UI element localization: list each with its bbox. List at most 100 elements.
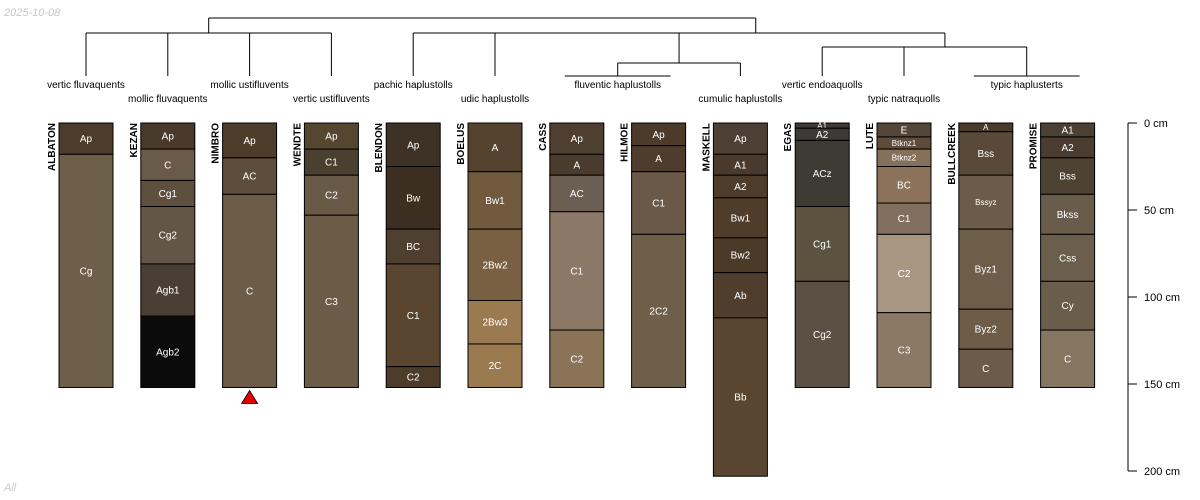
taxon-label: mollic ustifluvents (210, 80, 288, 91)
horizon-css (1040, 233, 1096, 282)
horizon-label: Ap (243, 136, 256, 147)
soil-profiles: ALBATON Ap Cg KEZAN Ap C Cg1 Cg2 Agb1 Agb2 NIMBRO A… (47, 121, 1096, 477)
horizon-label: 2C2 (649, 306, 668, 317)
horizon-bss (1040, 157, 1096, 195)
horizon-c3 (876, 312, 932, 388)
horizon-label: Cy (1061, 301, 1073, 312)
horizon-ap (222, 122, 278, 159)
profile-lute: LUTE E Btknz1 Btknz2 BC C1 C2 C3 (865, 122, 932, 388)
date-stamp: 2025-10-08 (4, 7, 61, 19)
horizon-a (631, 145, 687, 173)
horizon-label: A2 (1061, 143, 1074, 154)
horizon-label: A (492, 143, 499, 154)
taxon-label: udic haplustolls (461, 94, 529, 105)
profile-boelus: BOELUS A Bw1 2Bw2 2Bw3 2C (456, 122, 523, 388)
horizon-c2 (876, 233, 932, 314)
horizon-label: Byz2 (975, 325, 998, 336)
horizon-agb1 (140, 263, 196, 317)
horizon-2bw3 (467, 299, 523, 345)
profile-name-label: BLENDON (374, 123, 385, 172)
profile-bullcreek: BULLCREEK A Bss Bssyz Byz1 Byz2 C (947, 122, 1014, 388)
profile-name-label: MASKELL (701, 123, 712, 171)
horizon-label: A (573, 160, 580, 171)
horizon-byz1 (958, 228, 1014, 310)
horizon-a (467, 122, 523, 173)
horizon-c (1040, 329, 1096, 388)
horizon-c1 (549, 211, 605, 331)
horizon-cy (1040, 280, 1096, 331)
horizon-bw1 (712, 197, 768, 239)
horizon-2bw2 (467, 228, 523, 301)
horizon-label: ACz (813, 169, 832, 180)
horizon-label: Ap (80, 134, 93, 145)
horizon-label: Bw2 (731, 251, 751, 262)
horizon-cg (58, 153, 114, 388)
horizon-c2 (303, 174, 359, 216)
horizon-label: BC (897, 180, 911, 191)
horizon-bw (385, 166, 441, 230)
profile-name-label: NIMBRO (211, 123, 222, 164)
horizon-c1 (303, 148, 359, 176)
profile-cass: CASS Ap A AC C1 C2 (538, 122, 605, 388)
horizon-label: C1 (325, 158, 338, 169)
axis-tick-label: 50 cm (1144, 205, 1174, 217)
horizon-label: Bkss (1057, 210, 1079, 221)
horizon-label: C (1064, 354, 1071, 365)
profile-wendte: WENDTE Ap C1 C2 C3 (292, 122, 359, 388)
taxon-label: typic natraquolls (868, 94, 940, 105)
horizon-label: 2Bw3 (482, 318, 507, 329)
horizon-label: Agb2 (156, 347, 180, 358)
horizon-label: Agb1 (156, 286, 180, 297)
horizon-label: Bw (406, 193, 421, 204)
horizon-label: Ap (652, 130, 665, 141)
horizon-cg1 (140, 179, 196, 208)
horizon-c3 (303, 214, 359, 388)
horizon-label: 2C (489, 361, 502, 372)
horizon-label: C2 (570, 354, 583, 365)
taxon-label: pachic haplustolls (374, 80, 453, 91)
taxon-label: cumulic haplustolls (698, 94, 782, 105)
horizon-2c2 (631, 233, 687, 388)
horizon-label: A (983, 123, 989, 132)
profile-name-label: LUTE (865, 123, 876, 149)
horizon-label: C3 (898, 346, 911, 357)
profile-name-label: HILMOE (620, 123, 631, 162)
horizon-c (222, 193, 278, 388)
horizon-acz (794, 139, 850, 208)
horizon-2c (467, 343, 523, 388)
horizon-label: C2 (898, 269, 911, 280)
horizon-label: A (655, 154, 662, 165)
horizon-label: Btknz1 (892, 139, 917, 148)
profile-name-label: BULLCREEK (947, 122, 958, 184)
horizon-c1 (385, 263, 441, 368)
horizon-label: C (164, 160, 171, 171)
horizon-ap (58, 122, 114, 155)
horizon-ap (140, 122, 196, 150)
profile-name-label: BOELUS (456, 123, 467, 165)
horizon-label: Cg1 (159, 189, 178, 200)
profile-hilmoe: HILMOE Ap A C1 2C2 (620, 122, 687, 388)
horizon-label: Ap (325, 132, 338, 143)
taxon-label: fluventic haplustolls (574, 80, 661, 91)
horizon-label: Bw1 (731, 213, 751, 224)
horizon-label: Ap (162, 132, 175, 143)
axis-tick-label: 150 cm (1144, 379, 1180, 391)
horizon-cg2 (794, 280, 850, 388)
horizon-bb (712, 317, 768, 477)
horizon-bw2 (712, 237, 768, 274)
horizon-label: Ab (734, 291, 747, 302)
profile-blendon: BLENDON Ap Bw BC C1 C2 (374, 122, 441, 388)
horizon-label: C1 (898, 214, 911, 225)
profile-name-label: KEZAN (129, 123, 140, 157)
horizon-label: Byz1 (975, 265, 998, 276)
horizon-ap (385, 122, 441, 167)
horizon-label: Bss (1059, 172, 1076, 183)
horizon-label: C1 (570, 266, 583, 277)
taxon-label: typic haplusterts (991, 80, 1063, 91)
horizon-label: Cg1 (813, 239, 832, 250)
horizon-label: Cg2 (159, 231, 178, 242)
horizon-label: C1 (652, 199, 665, 210)
